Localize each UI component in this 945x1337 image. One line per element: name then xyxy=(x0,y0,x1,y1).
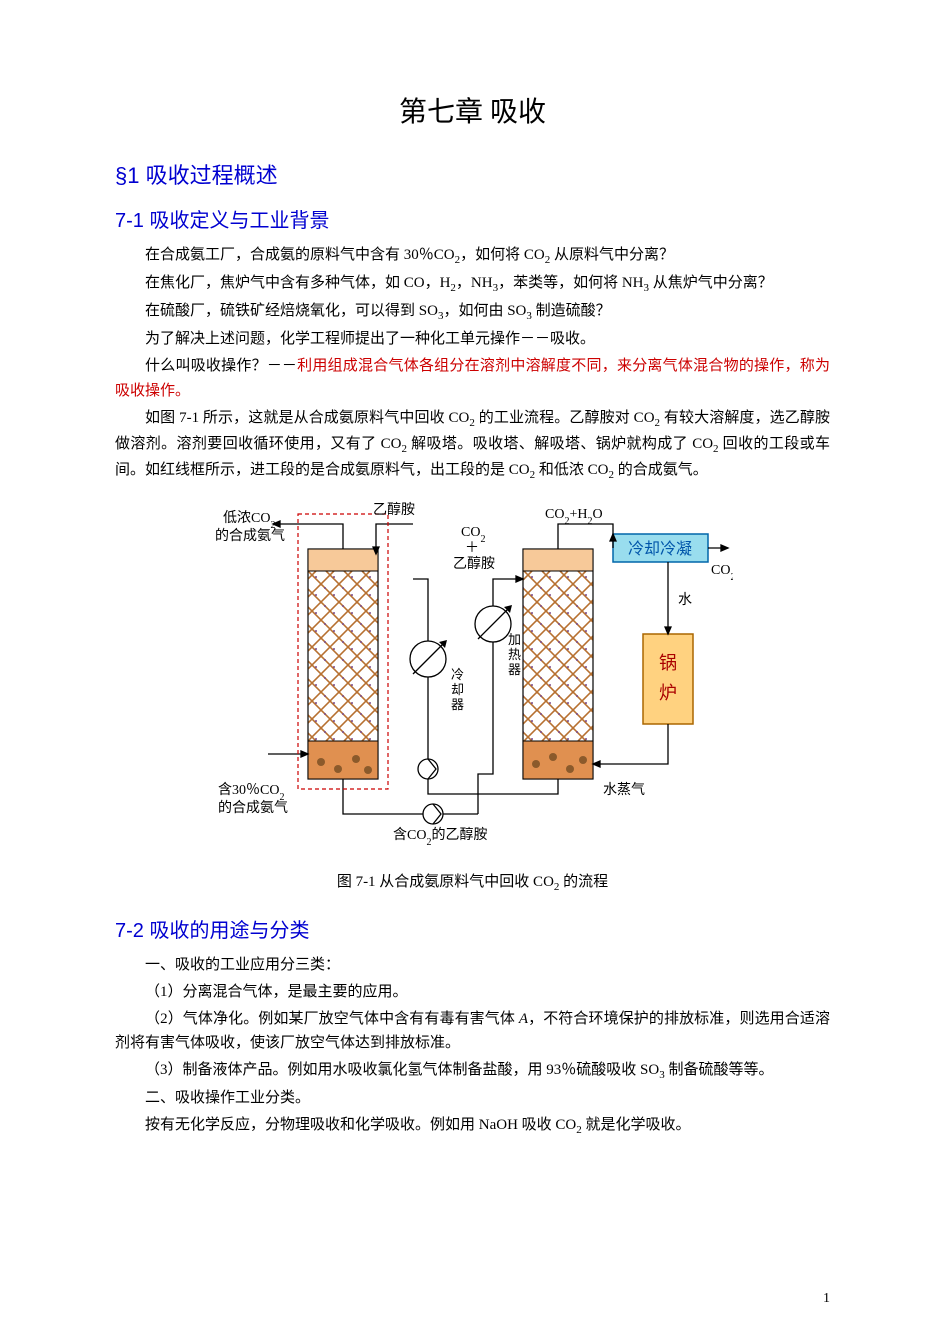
text: ，如何由 SO xyxy=(443,303,526,319)
desorber-column xyxy=(523,549,593,779)
cooler-label-1: 冷 xyxy=(451,667,464,682)
label: 水 xyxy=(678,592,692,608)
label: 的合成氨气 xyxy=(218,800,288,816)
label: O xyxy=(592,507,602,522)
cooler-label-3: 器 xyxy=(451,697,464,712)
paragraph-5: 什么叫吸收操作？－－利用组成混合气体各组分在溶剂中溶解度不同，来分离气体混合物的… xyxy=(115,354,830,404)
boiler-box: 锅 炉 xyxy=(643,634,693,724)
page-number: 1 xyxy=(823,1291,830,1307)
text: ，苯类等，如何将 NH xyxy=(498,275,643,291)
text: 从原料气中分离？ xyxy=(550,247,674,263)
text: 在合成氨工厂，合成氨的原料气中含有 30％CO xyxy=(145,247,455,263)
cooler-icon: 冷 却 器 xyxy=(410,640,464,712)
text: 从焦炉气中分离？ xyxy=(649,275,773,291)
sub: 2 xyxy=(730,572,733,583)
svg-text:CO2: CO2 xyxy=(711,563,733,583)
label: 的乙醇胺 xyxy=(431,826,487,843)
text: 和低浓 CO xyxy=(535,462,608,478)
text: 解吸塔。吸收塔、解吸塔、锅炉就构成了 CO xyxy=(407,436,713,452)
figure-caption: 图 7-1 从合成氨原料气中回收 CO2 的流程 xyxy=(115,870,830,896)
label: CO xyxy=(461,525,480,540)
boiler-text-1: 锅 xyxy=(659,653,677,673)
label: +H xyxy=(569,507,587,522)
paragraph-4: 为了解决上述问题，化学工程师提出了一种化工单元操作－－吸收。 xyxy=(115,327,830,352)
section-7-1-title: 7-1 吸收定义与工业背景 xyxy=(115,204,830,233)
text: 如图 7-1 所示，这就是从合成氨原料气中回收 CO xyxy=(145,410,469,426)
text: ，NH xyxy=(456,275,493,291)
paragraph-3: 在硫酸厂，硫铁矿经焙烧氧化，可以得到 SO3，如何由 SO3 制造硫酸？ xyxy=(115,299,830,325)
heater-label-2: 热 xyxy=(508,647,521,662)
cooler-label-2: 却 xyxy=(451,682,464,697)
paragraph-6: 如图 7-1 所示，这就是从合成氨原料气中回收 CO2 的工业流程。乙醇胺对 C… xyxy=(115,406,830,484)
text: 的合成氨气。 xyxy=(614,462,708,478)
heater-icon: 加 热 器 xyxy=(475,605,521,677)
sub: 2 xyxy=(480,534,485,545)
svg-text:含30％CO2: 含30％CO2 xyxy=(218,782,284,803)
label: CO xyxy=(711,563,730,578)
paragraph-11: 二、吸收操作工业分类。 xyxy=(115,1086,830,1111)
heater-label-3: 器 xyxy=(508,662,521,677)
paragraph-1: 在合成氨工厂，合成氨的原料气中含有 30％CO2，如何将 CO2 从原料气中分离… xyxy=(115,243,830,269)
label: 低浓CO xyxy=(223,510,270,526)
label: 乙醇胺 xyxy=(453,555,495,572)
text: 在硫酸厂，硫铁矿经焙烧氧化，可以得到 SO xyxy=(145,303,438,319)
text: 图 7-1 从合成氨原料气中回收 CO xyxy=(337,874,554,890)
paragraph-10: （3）制备液体产品。例如用水吸收氯化氢气体制备盐酸，用 93％硫酸吸收 SO3 … xyxy=(115,1058,830,1084)
paragraph-9: （2）气体净化。例如某厂放空气体中含有有毒有害气体 A，不符合环境保护的排放标准… xyxy=(115,1007,830,1057)
label: CO xyxy=(545,507,564,522)
label: 的合成氨气 xyxy=(215,528,285,544)
text: 什么叫吸收操作？－－ xyxy=(145,358,297,374)
label: 含30％CO xyxy=(218,782,279,798)
paragraph-2: 在焦化厂，焦炉气中含有多种气体，如 CO，H2，NH3，苯类等，如何将 NH3 … xyxy=(115,271,830,297)
chapter-title: 第七章 吸收 xyxy=(115,90,830,130)
label: ＋ xyxy=(465,541,479,556)
text: 的工业流程。乙醇胺对 CO xyxy=(475,410,655,426)
text: 就是化学吸收。 xyxy=(582,1117,691,1133)
paragraph-8: （1）分离混合气体，是最主要的应用。 xyxy=(115,980,830,1005)
section-7-2-title: 7-2 吸收的用途与分类 xyxy=(115,914,830,943)
figure-7-1: 冷却冷凝 锅 炉 冷 却 器 加 热 器 xyxy=(213,494,733,864)
svg-text:低浓CO2: 低浓CO2 xyxy=(223,510,275,531)
text: 在焦化厂，焦炉气中含有多种气体，如 CO，H xyxy=(145,275,450,291)
text: 制造硫酸？ xyxy=(532,303,611,319)
heater-label-1: 加 xyxy=(508,632,521,647)
text: （2）气体净化。例如某厂放空气体中含有有毒有害气体 xyxy=(145,1011,519,1027)
label: 乙醇胺 xyxy=(373,501,415,518)
label: 含CO xyxy=(393,827,426,843)
paragraph-7: 一、吸收的工业应用分三类： xyxy=(115,953,830,978)
text: 的流程 xyxy=(559,874,608,890)
paragraph-12: 按有无化学反应，分物理吸收和化学吸收。例如用 NaOH 吸收 CO2 就是化学吸… xyxy=(115,1113,830,1139)
text: （3）制备液体产品。例如用水吸收氯化氢气体制备盐酸，用 93％硫酸吸收 SO xyxy=(145,1062,659,1078)
svg-text:含CO2的乙醇胺: 含CO2的乙醇胺 xyxy=(393,826,487,848)
absorber-column xyxy=(308,549,378,779)
letter-a: A xyxy=(519,1011,528,1027)
text: ，如何将 CO xyxy=(460,247,545,263)
text: 制备硫酸等等。 xyxy=(665,1062,774,1078)
boiler-text-2: 炉 xyxy=(659,683,677,703)
label: 水蒸气 xyxy=(603,782,645,798)
cooler-box: 冷却冷凝 xyxy=(613,534,708,562)
cooler-box-text: 冷却冷凝 xyxy=(627,540,691,558)
text: 按有无化学反应，分物理吸收和化学吸收。例如用 NaOH 吸收 CO xyxy=(145,1117,576,1133)
section-1-title: §1 吸收过程概述 xyxy=(115,158,830,190)
